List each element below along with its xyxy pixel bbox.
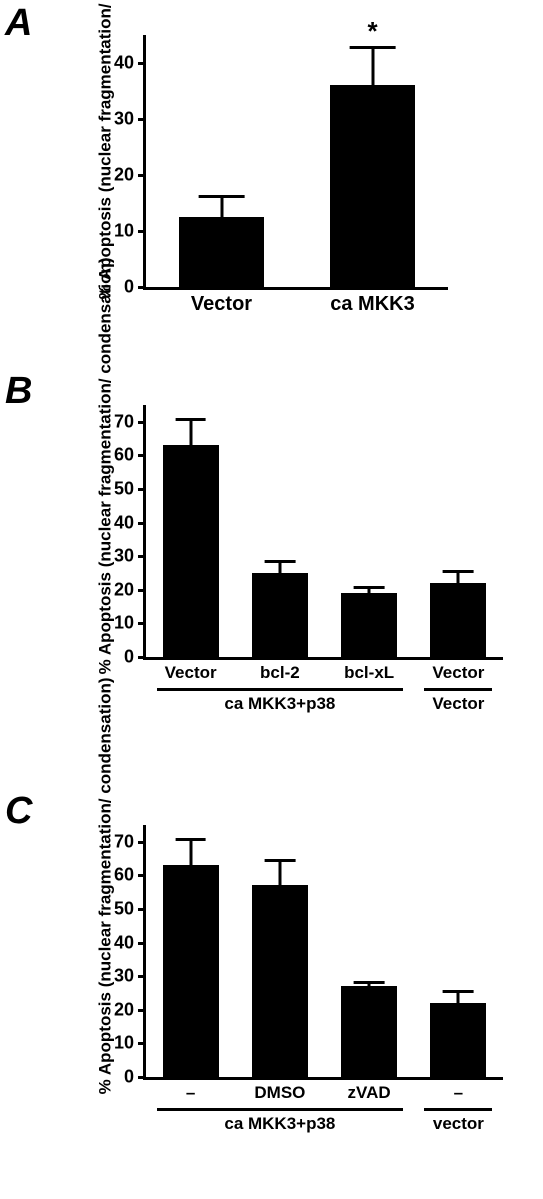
bar: [252, 885, 308, 1077]
error-bar-cap: [354, 586, 385, 589]
y-tick-label: 20: [114, 579, 134, 600]
y-tick-label: 0: [124, 1067, 134, 1088]
bar: [163, 865, 219, 1077]
x-axis-label: zVAD: [348, 1083, 391, 1103]
y-tick: [138, 908, 146, 911]
bar: [163, 445, 219, 657]
y-tick-label: 50: [114, 479, 134, 500]
group-underline: [424, 1108, 492, 1111]
group-underline: [424, 688, 492, 691]
y-tick-label: 10: [114, 1033, 134, 1054]
panel-b-chart: % Apoptosis (nuclear fragmentation/ cond…: [78, 395, 518, 755]
y-tick-label: 10: [114, 613, 134, 634]
group-underline: [157, 1108, 404, 1111]
y-tick-label: 70: [114, 831, 134, 852]
y-tick-label: 0: [124, 647, 134, 668]
y-tick: [138, 555, 146, 558]
error-bar-stem: [278, 859, 281, 886]
panel-b-label: B: [5, 370, 32, 413]
y-tick: [138, 454, 146, 457]
y-tick-label: 30: [114, 109, 134, 130]
y-tick: [138, 1009, 146, 1012]
group-underline: [157, 688, 404, 691]
y-tick: [138, 942, 146, 945]
y-tick: [138, 522, 146, 525]
x-axis-label: bcl-xL: [344, 663, 394, 683]
y-tick-label: 0: [124, 277, 134, 298]
bar: [330, 85, 415, 287]
y-tick: [138, 589, 146, 592]
panel-a-ylabel: % Apoptosis (nuclear fragmentation/ onde…: [97, 0, 116, 299]
error-bar-cap: [264, 859, 295, 862]
panel-b-ylabel: % Apoptosis (nuclear fragmentation/ cond…: [97, 374, 116, 674]
y-tick: [138, 874, 146, 877]
error-bar-cap: [443, 990, 474, 993]
error-bar-cap: [354, 981, 385, 984]
x-axis-label: –: [454, 1083, 463, 1103]
y-tick-label: 70: [114, 411, 134, 432]
x-axis-label: bcl-2: [260, 663, 300, 683]
y-tick: [138, 1076, 146, 1079]
y-tick: [138, 118, 146, 121]
y-tick-label: 50: [114, 899, 134, 920]
bar: [252, 573, 308, 657]
y-tick-label: 30: [114, 546, 134, 567]
y-tick-label: 10: [114, 221, 134, 242]
error-bar-cap: [264, 560, 295, 563]
error-bar-cap: [175, 418, 206, 421]
y-tick: [138, 286, 146, 289]
bar: [341, 593, 397, 657]
bar: [430, 1003, 486, 1077]
panel-a-plot: 010203040Vector*ca MKK3: [143, 35, 448, 290]
x-axis-label: Vector: [191, 293, 252, 316]
group-label: ca MKK3+p38: [224, 694, 335, 714]
significance-mark: *: [367, 16, 377, 47]
error-bar-cap: [198, 195, 245, 198]
x-axis-label: ca MKK3: [330, 293, 414, 316]
y-tick-label: 20: [114, 165, 134, 186]
y-tick-label: 20: [114, 999, 134, 1020]
panel-c-plot: 010203040506070–DMSOzVAD–ca MKK3+p38vect…: [143, 825, 503, 1080]
error-bar-cap: [175, 838, 206, 841]
y-tick: [138, 656, 146, 659]
y-tick: [138, 841, 146, 844]
panel-a-label: A: [5, 2, 32, 45]
error-bar-stem: [189, 838, 192, 865]
error-bar-stem: [220, 195, 223, 217]
y-tick-label: 40: [114, 512, 134, 533]
bar: [430, 583, 486, 657]
group-label: vector: [433, 1114, 484, 1134]
y-tick-label: 30: [114, 966, 134, 987]
y-tick: [138, 230, 146, 233]
y-tick: [138, 421, 146, 424]
bar: [341, 986, 397, 1077]
y-tick-label: 40: [114, 932, 134, 953]
error-bar-stem: [371, 46, 374, 85]
panel-b-plot: 010203040506070Vectorbcl-2bcl-xLVectorca…: [143, 405, 503, 660]
bar: [179, 217, 264, 287]
y-tick: [138, 622, 146, 625]
y-tick: [138, 1042, 146, 1045]
group-label: ca MKK3+p38: [224, 1114, 335, 1134]
error-bar-stem: [189, 418, 192, 445]
x-axis-label: Vector: [432, 663, 484, 683]
y-tick: [138, 62, 146, 65]
error-bar-cap: [443, 570, 474, 573]
panel-c-label: C: [5, 790, 32, 833]
y-tick: [138, 488, 146, 491]
panel-c-chart: % Apoptosis (nuclear fragmentation/ cond…: [78, 815, 518, 1175]
y-tick-label: 60: [114, 445, 134, 466]
figure-root: A % Apoptosis (nuclear fragmentation/ on…: [0, 0, 543, 1199]
y-tick: [138, 975, 146, 978]
x-axis-label: Vector: [165, 663, 217, 683]
y-tick-label: 60: [114, 865, 134, 886]
x-axis-label: –: [186, 1083, 195, 1103]
panel-a-chart: % Apoptosis (nuclear fragmentation/ onde…: [78, 25, 508, 335]
y-tick-label: 40: [114, 53, 134, 74]
group-label: Vector: [432, 694, 484, 714]
x-axis-label: DMSO: [254, 1083, 305, 1103]
y-tick: [138, 174, 146, 177]
panel-c-ylabel: % Apoptosis (nuclear fragmentation/ cond…: [97, 794, 116, 1094]
